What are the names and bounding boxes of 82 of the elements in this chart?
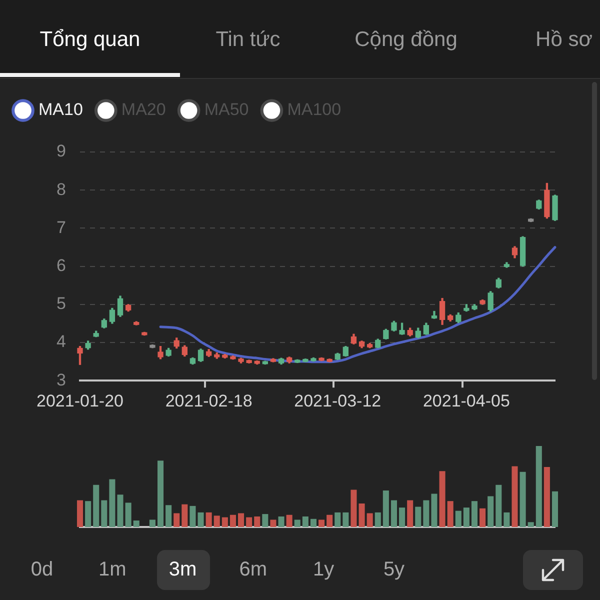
bar xyxy=(358,504,365,527)
bar xyxy=(504,512,510,527)
bar xyxy=(310,518,316,527)
bar xyxy=(463,508,470,527)
bar xyxy=(488,496,494,527)
bar xyxy=(214,516,220,527)
bar xyxy=(366,513,373,527)
bar xyxy=(512,466,518,527)
bar xyxy=(157,460,164,527)
bar xyxy=(390,500,397,527)
bar xyxy=(149,520,156,527)
bar xyxy=(117,494,124,527)
text: 1m xyxy=(98,558,126,582)
y-tick-label: 6 xyxy=(56,256,66,275)
bar xyxy=(407,500,414,527)
bar xyxy=(182,504,188,527)
bar xyxy=(133,520,140,527)
bar xyxy=(286,514,292,527)
bar xyxy=(334,512,341,527)
bar xyxy=(326,514,333,527)
text: 5y xyxy=(383,558,405,582)
bar xyxy=(439,471,446,527)
bar xyxy=(278,516,284,527)
y-tick-label: 4 xyxy=(56,332,66,352)
text: 6m xyxy=(239,558,268,582)
bar xyxy=(399,508,406,527)
bar xyxy=(423,500,430,527)
bar xyxy=(238,513,244,527)
bar xyxy=(270,520,276,527)
y-tick-label: 7 xyxy=(56,218,66,237)
bar xyxy=(496,484,502,527)
bar xyxy=(222,517,228,527)
bar xyxy=(76,500,84,527)
bar xyxy=(374,512,381,527)
bar xyxy=(254,516,260,527)
text: 1y xyxy=(313,558,334,582)
text: 3m xyxy=(168,558,197,582)
legend-label: MA10 xyxy=(38,100,83,120)
bar xyxy=(230,514,236,527)
bar xyxy=(536,446,542,527)
y-tick-label: 5 xyxy=(56,294,66,314)
bar xyxy=(174,513,180,527)
bar xyxy=(480,508,486,527)
y-tick-label: 9 xyxy=(56,142,66,161)
bar xyxy=(190,506,196,527)
bar xyxy=(262,514,268,527)
bar xyxy=(85,501,92,527)
bar xyxy=(206,512,212,527)
bar xyxy=(302,516,308,527)
bar xyxy=(294,520,300,527)
line-series xyxy=(159,246,556,364)
bar xyxy=(415,506,422,527)
text: 0d xyxy=(30,558,54,582)
text: Cộng đồng xyxy=(354,28,458,52)
bar xyxy=(552,491,558,527)
x-tick-label: 2021-04-05 xyxy=(422,391,510,410)
x-tick-label: 2021-01-20 xyxy=(36,391,124,410)
bar xyxy=(198,512,204,527)
bar xyxy=(455,510,462,527)
bar xyxy=(447,501,454,527)
y-tick-label: 8 xyxy=(56,180,66,199)
bar xyxy=(125,502,132,527)
x-tick-label: 2021-02-18 xyxy=(165,391,252,410)
bar xyxy=(471,501,478,527)
bar xyxy=(520,472,526,527)
x-tick-label: 2021-03-12 xyxy=(294,391,382,410)
bar xyxy=(166,505,172,527)
bar xyxy=(528,522,534,527)
bar xyxy=(544,467,550,527)
text: Tin tức xyxy=(216,28,280,52)
text: Tổng quan xyxy=(40,28,140,52)
bar xyxy=(93,484,100,527)
bar xyxy=(350,490,357,527)
y-tick-label: 3 xyxy=(56,370,66,390)
bar xyxy=(101,500,108,527)
bar xyxy=(431,494,438,527)
text: Hồ sơ xyxy=(536,28,592,52)
bar xyxy=(109,479,116,527)
bar xyxy=(318,520,325,527)
bar xyxy=(246,517,252,527)
bar xyxy=(342,512,349,527)
bar xyxy=(382,490,389,527)
